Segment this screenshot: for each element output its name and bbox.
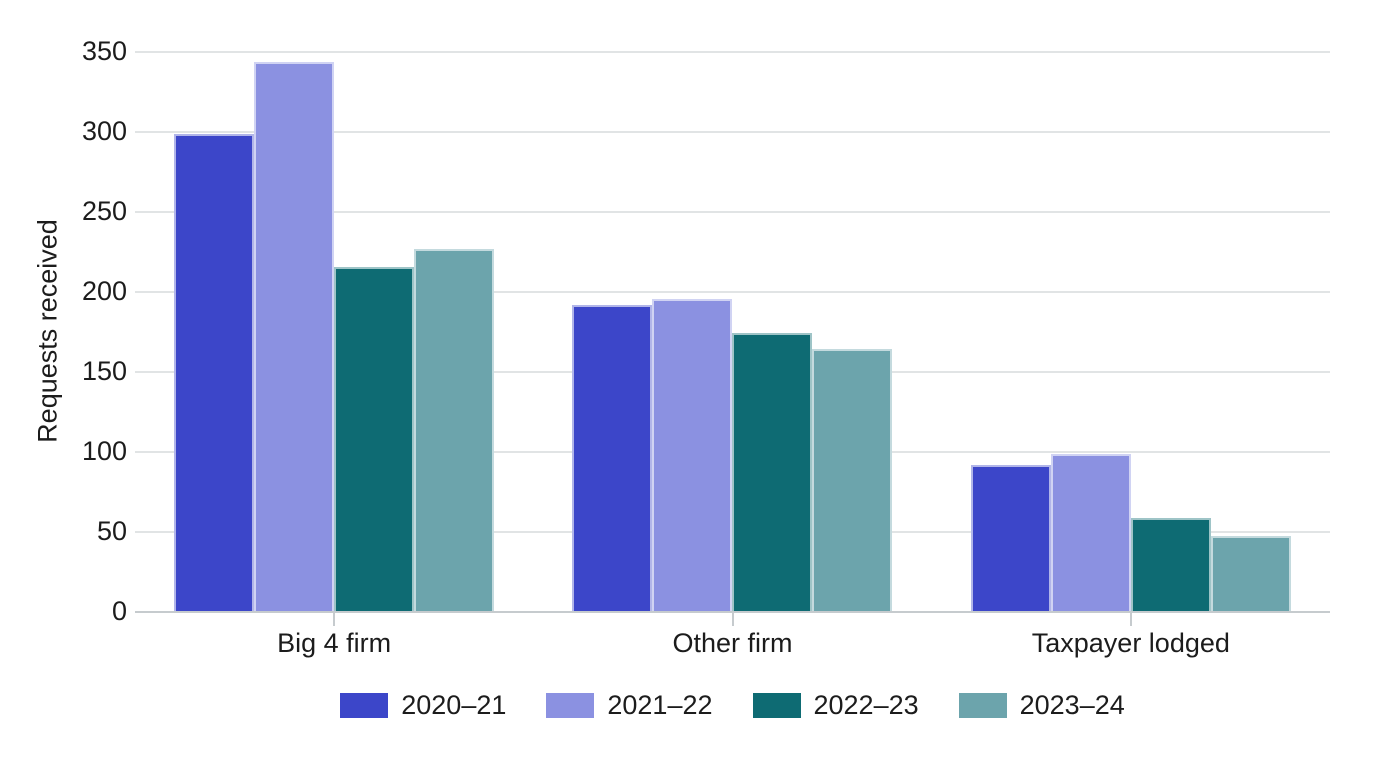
x-axis-tick xyxy=(1129,613,1132,626)
legend-swatch xyxy=(752,693,801,718)
bar xyxy=(732,332,813,611)
y-axis-tick-label: 300 xyxy=(81,116,127,146)
x-axis-category-label: Other firm xyxy=(672,628,793,658)
legend: 2020–21 2021–22 2022–23 2023–24 xyxy=(135,690,1330,721)
bar xyxy=(652,299,733,611)
x-axis-category-label: Big 4 firm xyxy=(277,628,392,658)
y-axis-tick-label: 0 xyxy=(111,596,127,626)
legend-item[interactable]: 2021–22 xyxy=(546,690,713,721)
legend-swatch xyxy=(546,693,595,718)
x-axis-category-label: Taxpayer lodged xyxy=(1031,628,1230,658)
bar xyxy=(1210,535,1291,611)
legend-item-label: 2022–23 xyxy=(813,690,919,720)
bar-group xyxy=(932,51,1330,611)
bar xyxy=(414,249,495,611)
bar xyxy=(1130,518,1211,611)
legend-item[interactable]: 2023–24 xyxy=(958,690,1125,721)
gridline xyxy=(135,291,1330,293)
gridline xyxy=(135,131,1330,133)
legend-swatch xyxy=(340,693,389,718)
legend-item-label: 2020–21 xyxy=(401,690,507,720)
legend-swatch xyxy=(958,693,1007,718)
legend-item[interactable]: 2022–23 xyxy=(752,690,919,721)
legend-item-label: 2021–22 xyxy=(607,690,713,720)
y-axis-tick-label: 350 xyxy=(81,36,127,66)
gridline xyxy=(135,51,1330,53)
gridline xyxy=(135,211,1330,213)
x-axis-tick xyxy=(731,613,734,626)
bar xyxy=(334,267,415,611)
bar-group xyxy=(135,51,533,611)
bar-group xyxy=(533,51,931,611)
y-axis-tick-label: 150 xyxy=(81,356,127,386)
y-axis-tick-label: 100 xyxy=(81,436,127,466)
plot-area xyxy=(135,51,1330,613)
x-axis-tick xyxy=(333,613,336,626)
y-axis-tick-label: 50 xyxy=(96,516,127,546)
legend-item-label: 2023–24 xyxy=(1019,690,1125,720)
bar xyxy=(812,348,893,611)
bar xyxy=(572,305,653,611)
bar xyxy=(174,134,255,611)
legend-item[interactable]: 2020–21 xyxy=(340,690,506,721)
bar xyxy=(1050,454,1131,611)
y-axis-tick-label: 250 xyxy=(81,196,127,226)
y-axis-title: Requests received xyxy=(32,219,63,443)
y-axis-tick-label: 200 xyxy=(81,276,127,306)
bar xyxy=(970,465,1051,611)
bar xyxy=(254,62,335,611)
